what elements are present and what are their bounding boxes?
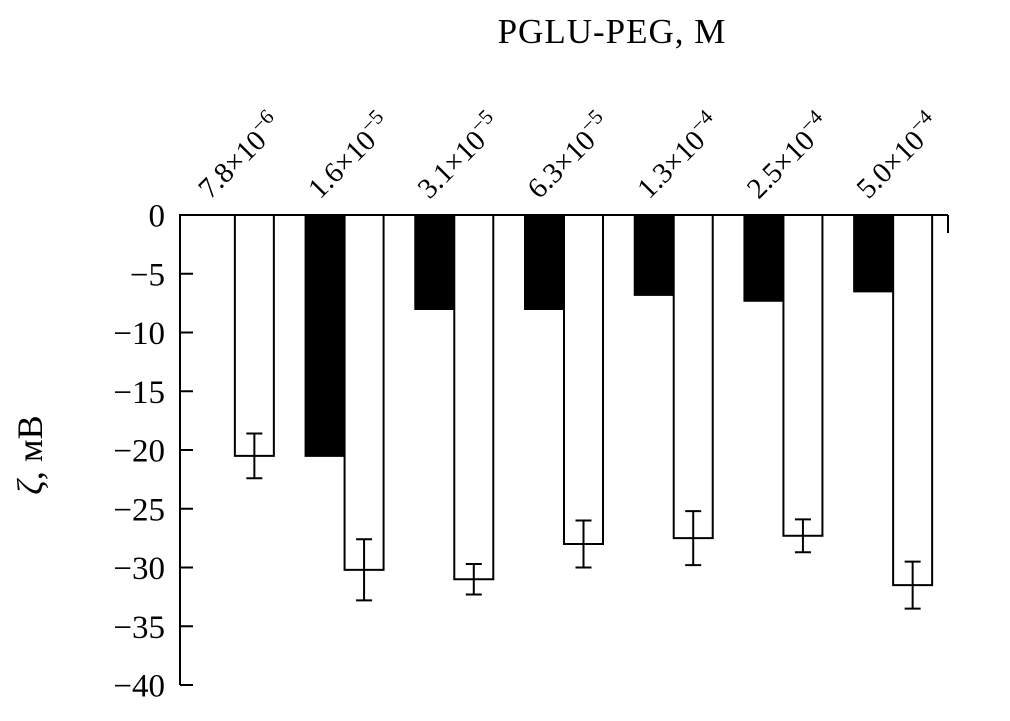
bar-open: [563, 214, 604, 545]
chart-title: PGLU-PEG, M: [497, 12, 727, 51]
x-tick-label: 1.6×10−5: [298, 105, 398, 205]
bar-group: 1.3×10−4: [627, 104, 728, 567]
bar-filled: [414, 214, 456, 310]
x-tick-label: 2.5×10−4: [737, 104, 838, 205]
bar-open: [453, 214, 495, 581]
bar-group: 3.1×10−5: [408, 105, 508, 596]
y-tick-label: −20: [113, 434, 165, 470]
bar-filled: [633, 214, 675, 296]
bar-open: [233, 214, 275, 457]
bar-group: 6.3×10−5: [517, 105, 617, 569]
y-tick-label: −5: [130, 257, 165, 293]
bar-filled: [304, 214, 346, 457]
x-tick-label: 6.3×10−5: [517, 105, 617, 205]
bar-filled: [524, 214, 565, 310]
y-tick-label: −10: [113, 316, 165, 352]
y-tick-label: −25: [113, 492, 165, 528]
bar-group: 1.6×10−5: [298, 105, 398, 602]
y-tick-label: −30: [113, 551, 165, 587]
y-tick-label: −40: [113, 669, 165, 705]
x-tick-label: 1.3×10−4: [627, 104, 728, 205]
bar-filled: [743, 214, 785, 302]
bar-open: [892, 214, 934, 587]
x-tick-label: 3.1×10−5: [408, 105, 508, 205]
y-tick-label: −35: [113, 610, 165, 646]
bar-open: [672, 214, 714, 540]
bar-filled: [853, 214, 895, 293]
bar-group: 7.8×10−6: [188, 105, 288, 480]
bar-open: [343, 214, 385, 571]
y-tick-label: 0: [149, 199, 166, 235]
y-axis-label: ζ, мВ: [10, 415, 50, 494]
x-tick-label: 5.0×10−4: [846, 104, 947, 205]
bar-open: [782, 214, 824, 537]
bar-group: 2.5×10−4: [737, 104, 838, 554]
x-tick-label: 7.8×10−6: [188, 105, 288, 205]
bar-group: 5.0×10−4: [846, 104, 947, 610]
y-tick-label: −15: [113, 375, 165, 411]
